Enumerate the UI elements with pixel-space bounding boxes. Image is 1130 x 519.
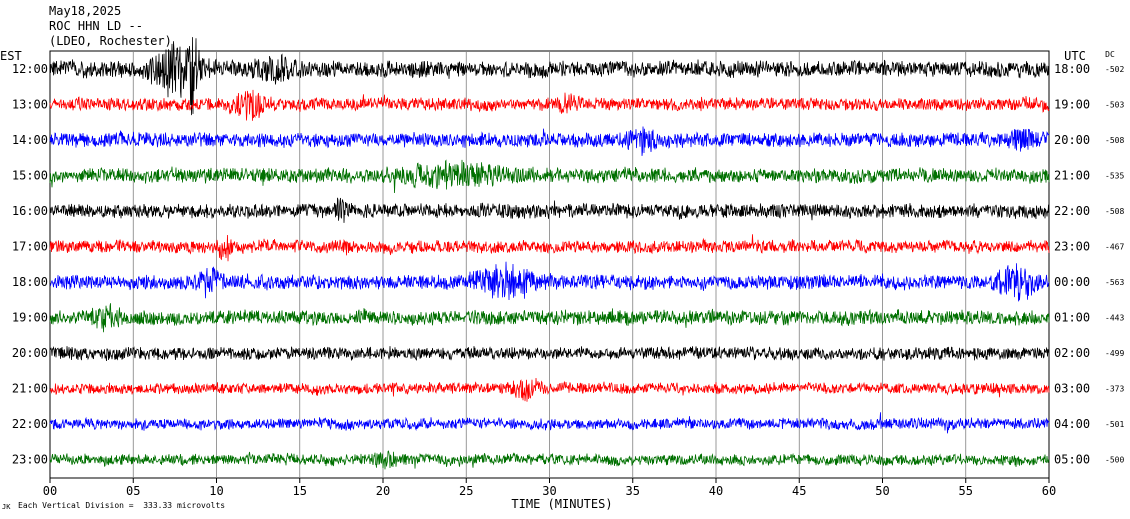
right-axis-label: UTC <box>1064 49 1086 63</box>
utc-time-label: 05:00 <box>1054 453 1090 467</box>
x-tick-label: 15 <box>293 484 307 498</box>
labels-layer: 00 05 10 15 20 25 30 35 40 45 50 55 60 TIME (MINUTES)… <box>0 49 1124 511</box>
dc-value-label: -563 <box>1105 278 1124 287</box>
est-time-label: 12:00 <box>12 62 48 76</box>
trace-line <box>49 261 1050 302</box>
utc-time-label: 21:00 <box>1054 169 1090 183</box>
traces-layer <box>49 37 1050 470</box>
est-time-label: 19:00 <box>12 311 48 325</box>
dc-label: DC <box>1105 50 1115 59</box>
est-time-label: 20:00 <box>12 346 48 360</box>
utc-time-label: 20:00 <box>1054 133 1090 147</box>
x-tick-label: 40 <box>709 484 723 498</box>
utc-time-label: 23:00 <box>1054 240 1090 254</box>
dc-value-label: -535 <box>1105 172 1124 181</box>
left-axis-label: EST <box>0 49 22 63</box>
dc-value-label: -508 <box>1105 136 1124 145</box>
dc-value-label: -503 <box>1105 101 1124 110</box>
utc-time-label: 00:00 <box>1054 275 1090 289</box>
x-tick-label: 35 <box>626 484 640 498</box>
trace-line <box>49 197 1050 223</box>
network-label: (LDEO, Rochester) <box>49 34 172 48</box>
utc-time-label: 04:00 <box>1054 417 1090 431</box>
utc-time-label: 22:00 <box>1054 204 1090 218</box>
x-axis-label: TIME (MINUTES) <box>511 497 612 511</box>
dc-value-label: -373 <box>1105 385 1124 394</box>
trace-line <box>49 377 1050 402</box>
trace-line <box>49 159 1050 194</box>
x-tick-label: 45 <box>792 484 806 498</box>
x-tick-label: 05 <box>126 484 140 498</box>
dc-value-label: -467 <box>1105 243 1124 252</box>
x-tick-label: 55 <box>959 484 973 498</box>
trace-line <box>49 234 1050 262</box>
x-tick-label: 30 <box>542 484 556 498</box>
est-time-label: 16:00 <box>12 204 48 218</box>
dc-value-label: -443 <box>1105 314 1124 323</box>
station-label: ROC HHN LD -- <box>49 19 143 33</box>
footer-mark: JK <box>2 503 11 511</box>
dc-value-label: -508 <box>1105 207 1124 216</box>
x-tick-label: 25 <box>459 484 473 498</box>
x-tick-label: 60 <box>1042 484 1056 498</box>
est-time-label: 17:00 <box>12 240 48 254</box>
x-tick-label: 10 <box>209 484 223 498</box>
x-tick-label: 50 <box>875 484 889 498</box>
trace-line <box>49 346 1050 362</box>
x-tick-label: 00 <box>43 484 57 498</box>
trace-line <box>49 412 1050 434</box>
dc-value-label: -501 <box>1105 420 1124 429</box>
x-tick-label: 20 <box>376 484 390 498</box>
est-time-label: 14:00 <box>12 133 48 147</box>
dc-value-label: -500 <box>1105 456 1124 465</box>
dc-value-label: -502 <box>1105 65 1124 74</box>
trace-line <box>49 126 1050 156</box>
est-time-label: 21:00 <box>12 382 48 396</box>
utc-time-label: 18:00 <box>1054 62 1090 76</box>
est-time-label: 22:00 <box>12 417 48 431</box>
dc-value-label: -499 <box>1105 349 1124 358</box>
scale-note: Each Vertical Division = 333.33 microvol… <box>18 501 226 510</box>
grid-lines <box>49 51 1050 483</box>
est-time-label: 23:00 <box>12 453 48 467</box>
est-time-label: 18:00 <box>12 275 48 289</box>
trace-line <box>49 89 1050 121</box>
trace-line <box>49 303 1050 333</box>
utc-time-label: 02:00 <box>1054 346 1090 360</box>
utc-time-label: 03:00 <box>1054 382 1090 396</box>
trace-line <box>49 450 1050 470</box>
est-time-label: 15:00 <box>12 169 48 183</box>
est-time-label: 13:00 <box>12 98 48 112</box>
date-label: May18,2025 <box>49 4 122 18</box>
utc-time-label: 01:00 <box>1054 311 1090 325</box>
utc-time-label: 19:00 <box>1054 98 1090 112</box>
trace-line <box>49 37 1050 116</box>
